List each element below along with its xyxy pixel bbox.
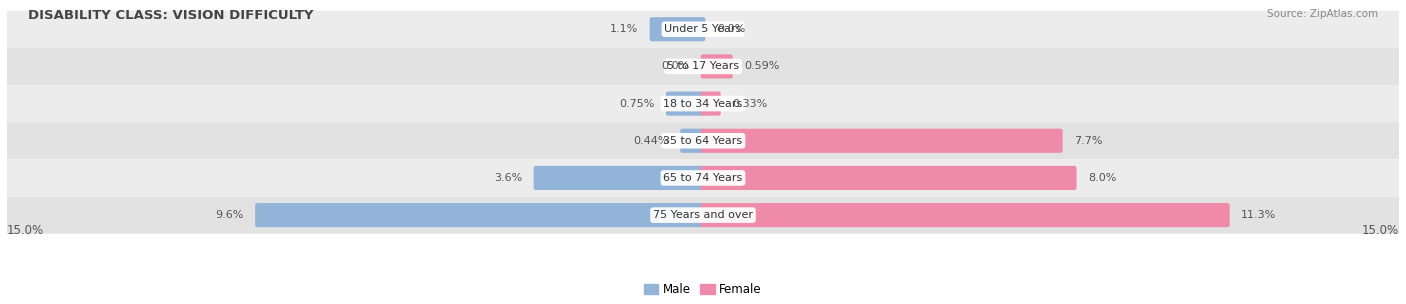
Text: 5 to 17 Years: 5 to 17 Years (666, 61, 740, 71)
FancyBboxPatch shape (700, 92, 721, 116)
FancyBboxPatch shape (681, 129, 706, 153)
FancyBboxPatch shape (666, 92, 706, 116)
FancyBboxPatch shape (3, 122, 1403, 159)
FancyBboxPatch shape (3, 48, 1403, 85)
Text: 0.59%: 0.59% (744, 61, 780, 71)
Text: 9.6%: 9.6% (215, 210, 243, 220)
Text: 15.0%: 15.0% (7, 224, 44, 237)
Text: 0.0%: 0.0% (661, 61, 689, 71)
FancyBboxPatch shape (700, 203, 1230, 227)
Text: 8.0%: 8.0% (1088, 173, 1116, 183)
Text: 15.0%: 15.0% (1362, 224, 1399, 237)
Text: 7.7%: 7.7% (1074, 136, 1102, 146)
FancyBboxPatch shape (700, 166, 1077, 190)
FancyBboxPatch shape (700, 54, 733, 78)
FancyBboxPatch shape (3, 159, 1403, 196)
Text: 0.33%: 0.33% (733, 98, 768, 109)
Text: Source: ZipAtlas.com: Source: ZipAtlas.com (1267, 9, 1378, 19)
Text: 0.75%: 0.75% (619, 98, 654, 109)
Text: Under 5 Years: Under 5 Years (665, 24, 741, 34)
Text: 1.1%: 1.1% (610, 24, 638, 34)
FancyBboxPatch shape (534, 166, 706, 190)
FancyBboxPatch shape (700, 129, 1063, 153)
Text: 75 Years and over: 75 Years and over (652, 210, 754, 220)
FancyBboxPatch shape (3, 85, 1403, 122)
Text: 18 to 34 Years: 18 to 34 Years (664, 98, 742, 109)
Text: 35 to 64 Years: 35 to 64 Years (664, 136, 742, 146)
FancyBboxPatch shape (3, 11, 1403, 48)
Text: 65 to 74 Years: 65 to 74 Years (664, 173, 742, 183)
FancyBboxPatch shape (3, 196, 1403, 234)
FancyBboxPatch shape (256, 203, 706, 227)
Text: DISABILITY CLASS: VISION DIFFICULTY: DISABILITY CLASS: VISION DIFFICULTY (28, 9, 314, 22)
Text: 0.44%: 0.44% (633, 136, 669, 146)
Text: 0.0%: 0.0% (717, 24, 745, 34)
Legend: Male, Female: Male, Female (644, 283, 762, 296)
Text: 11.3%: 11.3% (1241, 210, 1277, 220)
FancyBboxPatch shape (650, 17, 706, 41)
Text: 3.6%: 3.6% (494, 173, 522, 183)
